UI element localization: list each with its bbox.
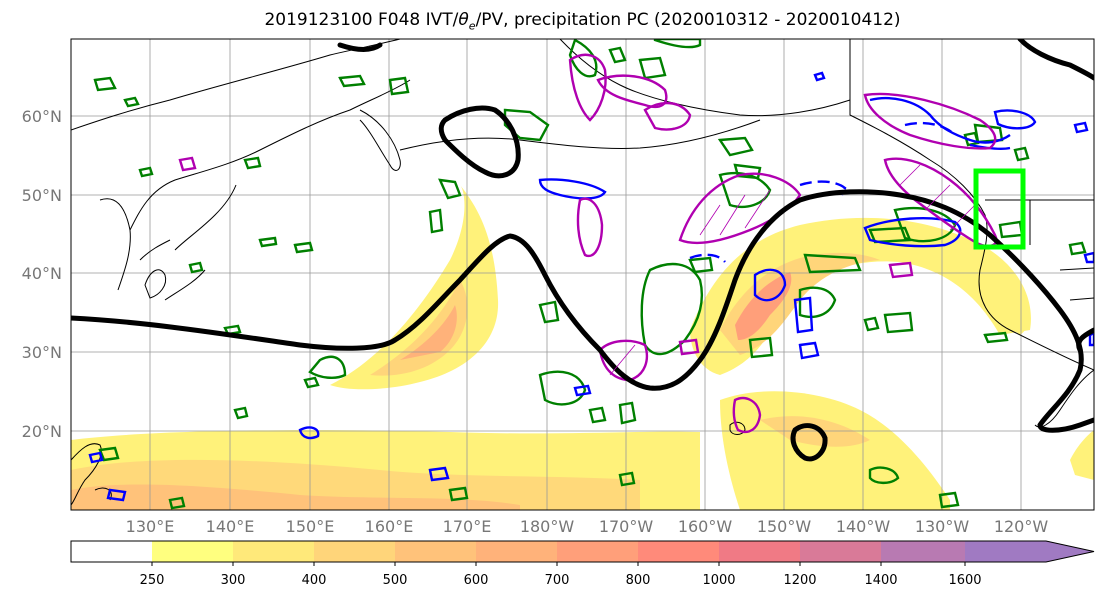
lon-label-170w: 170°W (599, 517, 654, 536)
colorbar-tick-700: 700 (545, 573, 570, 588)
lon-label-130w: 130°W (915, 517, 970, 536)
colorbar-seg-6 (557, 541, 638, 562)
region-box (973, 168, 1026, 250)
lon-label-120w: 120°W (994, 517, 1049, 536)
precip-contours (93, 39, 1087, 510)
colorbar-tick-800: 800 (626, 573, 651, 588)
colorbar-ticks (151, 562, 966, 566)
pv-contours (178, 53, 998, 434)
colorbar-tick-600: 600 (464, 573, 489, 588)
title-theta-sub: e (468, 19, 476, 33)
jet-contours (71, 39, 1094, 462)
colorbar-tick-1400: 1400 (864, 573, 897, 588)
lon-label-160e: 160°E (365, 517, 414, 536)
map-title: 2019123100 F048 IVT/θe/PV, precipitation… (0, 0, 1105, 34)
colorbar-seg-11 (965, 541, 1094, 562)
colorbar-seg-2 (233, 541, 314, 562)
colorbar-outline (70, 540, 1095, 563)
colorbar-tick-400: 400 (302, 573, 327, 588)
lat-label-30: 30°N (22, 343, 62, 362)
title-prefix: 2019123100 F048 IVT/ (264, 10, 459, 30)
colorbar-seg-0 (71, 541, 152, 562)
lat-label-40: 40°N (22, 264, 62, 283)
colorbar-tick-500: 500 (383, 573, 408, 588)
lon-label-130e: 130°E (126, 517, 175, 536)
lon-label-150w: 150°W (757, 517, 812, 536)
colorbar-seg-10 (881, 541, 965, 562)
title-theta: θ (458, 10, 469, 30)
pv-hatching (609, 164, 976, 376)
lon-label-140w: 140°W (836, 517, 891, 536)
lon-label-170e: 170°E (443, 517, 492, 536)
lat-label-50: 50°N (22, 186, 62, 205)
colorbar-tick-250: 250 (140, 573, 165, 588)
map-frame (70, 38, 1095, 511)
lat-label-60: 60°N (22, 107, 62, 126)
title-suffix: /PV, precipitation PC (2020010312 - 2020… (475, 10, 901, 30)
lon-label-180w: 180°W (520, 517, 575, 536)
theta-e-contours (88, 71, 1094, 502)
colorbar-seg-9 (800, 541, 881, 562)
colorbar-seg-1 (152, 541, 233, 562)
colorbar-seg-7 (638, 541, 719, 562)
colorbar-tick-1000: 1000 (702, 573, 735, 588)
lat-label-20: 20°N (22, 422, 62, 441)
colorbar-seg-8 (719, 541, 800, 562)
colorbar-seg-3 (314, 541, 395, 562)
lon-label-160w: 160°W (678, 517, 733, 536)
map-panel (71, 39, 1094, 510)
ivt-shading (71, 185, 1094, 510)
lon-label-140e: 140°E (206, 517, 255, 536)
colorbar-seg-5 (476, 541, 557, 562)
colorbar-tick-300: 300 (221, 573, 246, 588)
lon-label-150e: 150°E (286, 517, 335, 536)
colorbar-seg-4 (395, 541, 476, 562)
colorbar: 250 300 400 500 600 700 800 1000 1200 14… (70, 540, 1095, 588)
colorbar-tick-1200: 1200 (783, 573, 816, 588)
colorbar-tick-1600: 1600 (948, 573, 981, 588)
